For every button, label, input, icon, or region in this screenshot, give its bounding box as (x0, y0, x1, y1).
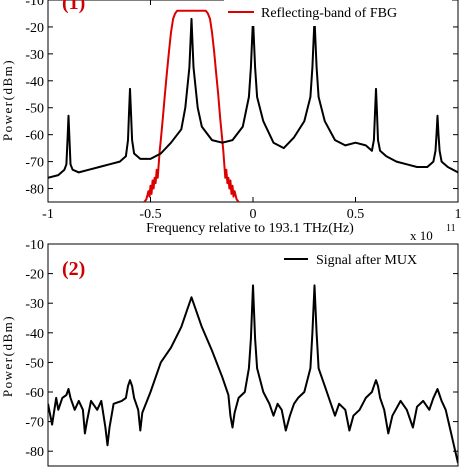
y-tick-label: -70 (25, 156, 44, 171)
y-tick-label: -70 (25, 416, 44, 431)
series-line-1 (48, 284, 458, 464)
y-tick-label: -20 (25, 21, 44, 36)
y-tick-label: -60 (25, 129, 44, 144)
panel-1-x-exponent: x 10 (410, 228, 433, 243)
y-tick-label: -80 (25, 445, 44, 460)
panel-1-label: (1) (62, 0, 85, 14)
panel-1-legend: Reflecting-band of FBG (224, 0, 452, 26)
panel-1-y-ticks: -10 -20 -30 -40 -50 -60 -70 -80 (25, 0, 458, 198)
x-tick-label: 0.5 (347, 207, 365, 222)
panel-1-x-axis-label: Frequency relative to 193.1 THz(Hz) (146, 221, 354, 236)
panel-1: -10 -20 -30 -40 -50 -60 -70 -80 -1 -0.5 0 0.5 1 (1)… (0, 0, 462, 243)
x-tick-label: -0.5 (139, 207, 161, 222)
panel-2-series (48, 284, 458, 464)
y-tick-label: -60 (25, 386, 44, 401)
panel-2-legend: Signal after MUX (284, 253, 417, 268)
y-tick-label: -40 (25, 327, 44, 342)
panel-2-legend-label: Signal after MUX (316, 253, 417, 268)
panel-2-plot-area (47, 243, 459, 467)
y-tick-label: -10 (25, 238, 44, 253)
y-tick-label: -30 (25, 297, 44, 312)
x-tick-label: -1 (42, 207, 54, 222)
panel-1-x-exponent-power: 11 (446, 223, 456, 234)
panel-1-y-axis-label: Power(dBm) (0, 59, 15, 141)
x-tick-label: 1 (455, 207, 462, 222)
y-tick-label: -10 (25, 0, 44, 9)
x-tick-label: 0 (250, 207, 257, 222)
y-tick-label: -40 (25, 75, 44, 90)
panel-2: -10 -20 -30 -40 -50 -60 -70 -80 (2) Signal afte… (0, 238, 459, 467)
y-tick-label: -50 (25, 356, 44, 371)
y-tick-label: -80 (25, 183, 44, 198)
panel-2-label: (2) (62, 258, 85, 280)
y-tick-label: -20 (25, 268, 44, 283)
y-tick-label: -30 (25, 48, 44, 63)
panel-1-legend-box (224, 0, 452, 26)
series-line-1 (143, 9, 240, 202)
y-tick-label: -50 (25, 102, 44, 117)
panel-2-y-ticks: -10 -20 -30 -40 -50 -60 -70 -80 (25, 238, 458, 460)
panel-1-legend-label: Reflecting-band of FBG (261, 6, 397, 21)
panel-2-y-axis-label: Power(dBm) (0, 315, 15, 397)
